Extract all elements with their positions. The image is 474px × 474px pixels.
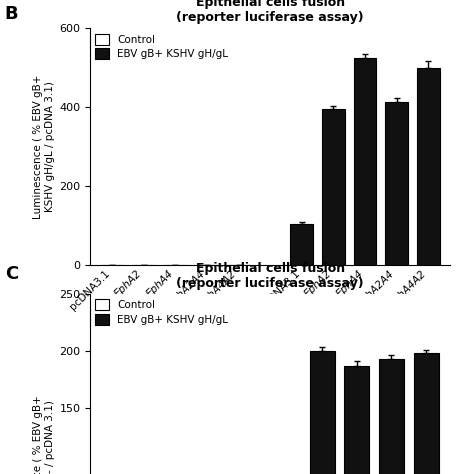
Y-axis label: Luminescence ( % EBV gB+
KSHV gH/gL / pcDNA 3.1): Luminescence ( % EBV gB+ KSHV gH/gL / pc… xyxy=(34,75,55,219)
Bar xyxy=(379,359,404,474)
Legend: Control, EBV gB+ KSHV gH/gL: Control, EBV gB+ KSHV gH/gL xyxy=(95,299,228,325)
Bar xyxy=(417,68,439,265)
Bar xyxy=(385,101,408,265)
Bar xyxy=(344,365,369,474)
Bar xyxy=(322,109,345,265)
Title: Epithelial cells fusion
(reporter luciferase assay): Epithelial cells fusion (reporter lucife… xyxy=(176,262,364,290)
Text: C: C xyxy=(5,265,18,283)
Title: Epithelial cells fusion
(reporter luciferase assay): Epithelial cells fusion (reporter lucife… xyxy=(176,0,364,25)
Bar xyxy=(291,224,313,265)
Text: B: B xyxy=(5,5,18,23)
Bar xyxy=(414,353,438,474)
Legend: Control, EBV gB+ KSHV gH/gL: Control, EBV gB+ KSHV gH/gL xyxy=(95,34,228,59)
Bar xyxy=(354,58,376,265)
Bar xyxy=(310,351,335,474)
Y-axis label: ce ( % EBV gB+
- / pcDNA 3.1): ce ( % EBV gB+ - / pcDNA 3.1) xyxy=(34,395,55,474)
